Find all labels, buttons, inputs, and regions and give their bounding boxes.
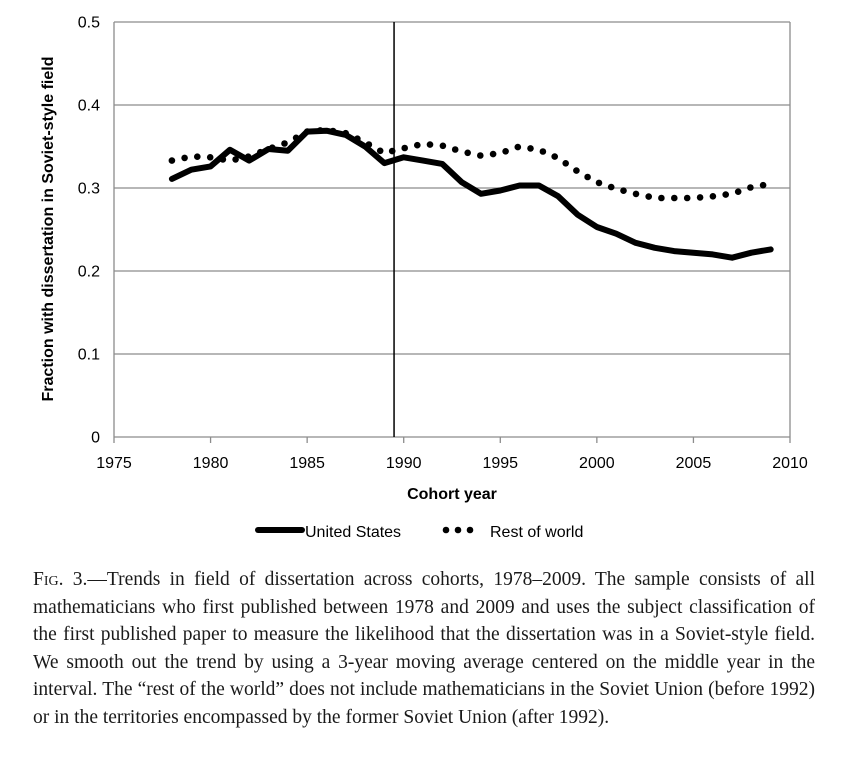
data-point-rest-of-world (734, 188, 742, 195)
y-tick-label: 0.5 (78, 15, 100, 32)
data-point-rest-of-world (354, 135, 361, 142)
data-point-rest-of-world (292, 134, 300, 142)
data-point-rest-of-world (632, 190, 640, 198)
y-axis-title: Fraction with dissertation in Soviet-sty… (40, 57, 57, 402)
data-point-rest-of-world (696, 194, 704, 201)
legend-label-united-states: United States (305, 524, 401, 541)
data-point-rest-of-world (414, 141, 421, 149)
data-point-rest-of-world (439, 142, 447, 150)
y-tick-label: 0.2 (78, 264, 100, 281)
x-tick-label: 2000 (579, 455, 615, 472)
x-tick-label: 1980 (193, 455, 229, 472)
x-tick-label: 1985 (289, 455, 325, 472)
series-line-rest-of-world (168, 127, 767, 202)
data-point-rest-of-world (388, 147, 396, 155)
x-tick-label: 1995 (482, 455, 518, 472)
data-point-rest-of-world (376, 147, 384, 155)
figure-caption: Fig. 3.—Trends in field of dissertation … (33, 566, 815, 731)
x-tick-label: 1990 (386, 455, 422, 472)
data-point-rest-of-world (759, 181, 767, 189)
data-point-rest-of-world (477, 152, 484, 159)
x-tick-label: 2010 (772, 455, 808, 472)
y-tick-label: 0 (91, 430, 100, 447)
data-point-rest-of-world (658, 194, 665, 202)
grid-lines (114, 21, 790, 355)
data-point-rest-of-world (562, 160, 569, 167)
data-point-rest-of-world (464, 149, 472, 157)
x-tick-label: 1975 (96, 455, 132, 472)
data-point-rest-of-world (206, 154, 214, 161)
data-point-rest-of-world (527, 145, 534, 152)
caption-text: —Trends in field of dissertation across … (33, 569, 815, 728)
data-point-rest-of-world (502, 148, 509, 155)
tick-labels: 0 0.1 0.2 0.3 0.4 0.5 1975 1980 1985 1990 1995 2000… (78, 15, 808, 473)
series-layer (168, 127, 774, 261)
data-point-rest-of-world (514, 143, 522, 151)
data-point-rest-of-world (426, 141, 434, 148)
data-point-rest-of-world (269, 144, 276, 151)
data-point-rest-of-world (244, 153, 252, 160)
data-point-rest-of-world (584, 173, 591, 181)
data-point-rest-of-world (365, 141, 373, 148)
y-tick-label: 0.4 (78, 98, 100, 115)
data-point-rest-of-world (451, 146, 459, 153)
axes (113, 22, 791, 443)
legend-label-rest-of-world: Rest of world (490, 524, 583, 541)
data-point-rest-of-world (281, 140, 288, 147)
y-tick-label: 0.1 (78, 347, 100, 364)
data-point-rest-of-world (181, 154, 188, 162)
data-point-rest-of-world (620, 187, 627, 194)
data-point-rest-of-world (551, 153, 558, 160)
data-point-rest-of-world (709, 193, 717, 200)
data-point-rest-of-world (342, 129, 350, 137)
x-axis-title: Cohort year (407, 486, 497, 503)
data-point-rest-of-world (401, 144, 409, 152)
data-point-rest-of-world (671, 194, 678, 202)
x-tick-label: 2005 (676, 455, 712, 472)
data-point-rest-of-world (219, 156, 227, 163)
data-point-rest-of-world (607, 183, 615, 191)
y-tick-label: 0.3 (78, 181, 100, 198)
caption-figure-label: Fig. 3. (33, 569, 88, 590)
legend-swatch-rest-of-world (442, 526, 474, 534)
data-point-rest-of-world (573, 167, 580, 174)
data-point-rest-of-world (595, 179, 603, 187)
data-point-rest-of-world (329, 127, 337, 135)
data-point-rest-of-world (747, 184, 754, 191)
data-point-rest-of-world (722, 191, 729, 198)
legend: United States Rest of world (255, 524, 583, 541)
chart: 0 0.1 0.2 0.3 0.4 0.5 1975 1980 1985 1990 1995 2000… (40, 15, 808, 542)
data-point-rest-of-world (194, 153, 201, 160)
data-point-rest-of-world (232, 156, 239, 163)
data-point-rest-of-world (645, 193, 652, 200)
data-point-rest-of-world (304, 128, 311, 135)
data-point-rest-of-world (489, 150, 497, 158)
data-point-rest-of-world (168, 157, 176, 164)
data-point-rest-of-world (257, 148, 264, 156)
data-point-rest-of-world (316, 127, 324, 134)
data-point-rest-of-world (683, 194, 691, 202)
data-point-rest-of-world (539, 148, 547, 155)
